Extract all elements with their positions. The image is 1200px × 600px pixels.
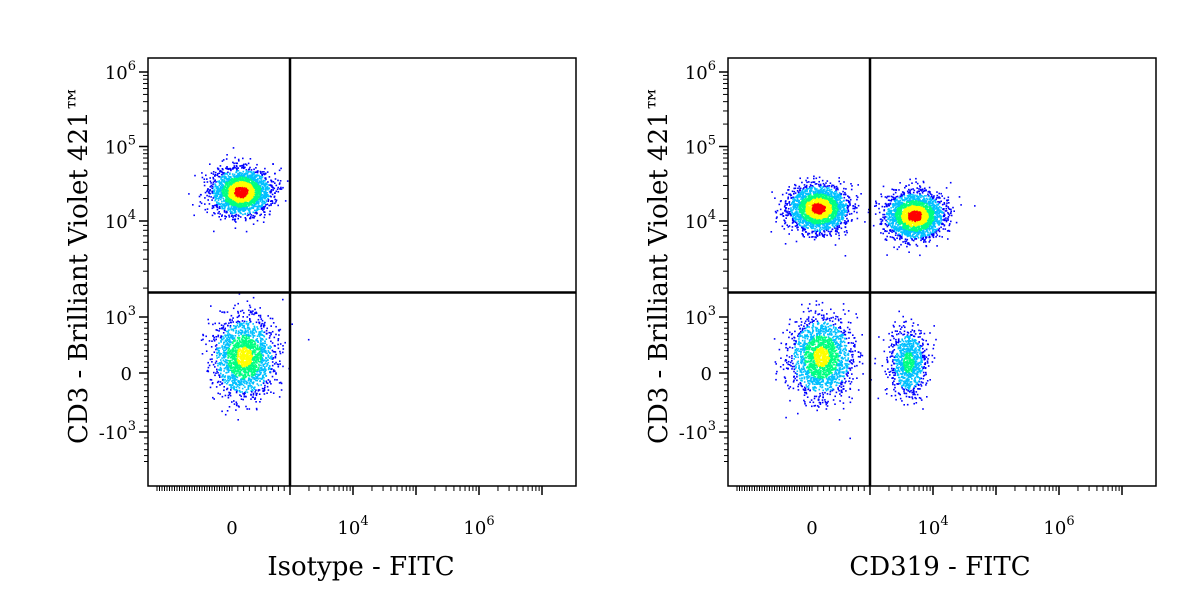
x-tick-label: 106 [463,514,494,539]
x-tick-labels: 0 104 106 [806,514,1074,539]
plot-cd319: 106 105 104 103 0 -103 0 104 106 CD319 - FITC CD… [580,0,1180,600]
y-tick-labels: 106 105 104 103 0 -103 [679,59,716,444]
y-tick-label: 103 [685,304,716,329]
y-tick-label: -103 [679,419,716,444]
y-tick-label: 105 [105,134,136,159]
density-dots [188,147,310,421]
y-tick-label: 106 [105,59,136,84]
x-tick-label: 106 [1043,514,1074,539]
y-tick-label: 106 [685,59,716,84]
y-tick-labels: 106 105 104 103 0 -103 [99,59,136,444]
y-tick-label: -103 [99,419,136,444]
y-tick-label: 104 [105,208,136,233]
plot-frame [727,57,1157,487]
population-0 [188,147,289,233]
population-2 [773,300,877,440]
x-axis-ticks [156,486,543,495]
x-tick-labels: 0 104 106 [226,514,494,539]
y-axis-ticks [139,71,148,462]
population-1 [200,291,310,421]
y-axis-label: CD3 - Brilliant Violet 421™ [64,85,94,444]
plot-frame [147,57,577,487]
x-tick-label: 104 [917,514,948,539]
x-tick-label: 104 [337,514,368,539]
population-1 [872,177,976,257]
isotype-plot-canvas: 106 105 104 103 0 -103 0 104 106 [99,57,577,539]
x-tick-label: 0 [806,518,817,539]
y-axis-label: CD3 - Brilliant Violet 421™ [644,85,674,444]
plot-isotype: 106 105 104 103 0 -103 0 104 106 Isotype - FITC … [64,57,577,582]
x-axis-label: CD319 - FITC [849,552,1031,582]
y-tick-label: 103 [105,304,136,329]
y-tick-label: 0 [121,364,132,385]
x-axis-ticks [736,486,1123,495]
density-dots [770,175,976,440]
y-tick-label: 0 [701,364,712,385]
population-3 [877,310,937,410]
population-0 [770,175,870,257]
y-axis-ticks [719,71,728,462]
x-tick-label: 0 [226,518,237,539]
cd319-plot-canvas: 106 105 104 103 0 -103 0 104 106 [679,57,1157,539]
y-tick-label: 105 [685,134,716,159]
y-tick-label: 104 [685,208,716,233]
x-axis-label: Isotype - FITC [267,552,455,582]
